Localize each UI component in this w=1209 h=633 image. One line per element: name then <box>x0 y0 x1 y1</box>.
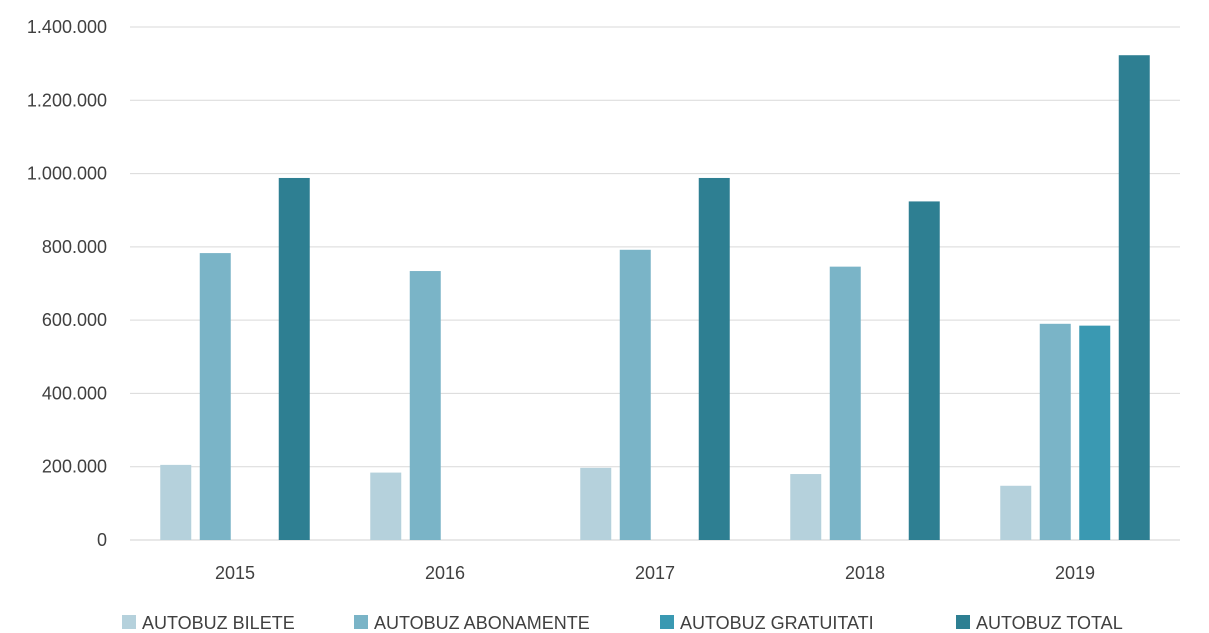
x-tick-label: 2018 <box>845 563 885 583</box>
legend-swatch <box>122 615 136 629</box>
bar-autobuz-total-2015 <box>278 177 310 540</box>
legend-swatch <box>660 615 674 629</box>
legend: AUTOBUZ BILETE AUTOBUZ ABONAMENTE AUTOBUZ … <box>122 613 1123 633</box>
y-tick-label: 400.000 <box>42 383 107 403</box>
bar-autobuz-total-2019 <box>1118 55 1150 541</box>
bar-autobuz-bilete-2015 <box>160 464 192 540</box>
bar-autobuz-total-2018 <box>908 201 940 541</box>
bar-autobuz-abonamente-2019 <box>1039 323 1071 540</box>
y-tick-label: 1.000.000 <box>27 164 107 184</box>
x-tick-label: 2019 <box>1055 563 1095 583</box>
y-tick-label: 0 <box>97 530 107 550</box>
y-tick-label: 600.000 <box>42 310 107 330</box>
bar-autobuz-abonamente-2018 <box>829 266 861 540</box>
legend-label: AUTOBUZ ABONAMENTE <box>374 613 590 633</box>
x-tick-label: 2016 <box>425 563 465 583</box>
bar-autobuz-abonamente-2016 <box>409 271 441 540</box>
bar-autobuz-bilete-2016 <box>370 472 402 540</box>
bar-autobuz-abonamente-2015 <box>199 253 231 540</box>
bars <box>160 55 1150 541</box>
x-tick-label: 2015 <box>215 563 255 583</box>
legend-label: AUTOBUZ TOTAL <box>976 613 1123 633</box>
bar-autobuz-bilete-2019 <box>1000 485 1032 540</box>
bar-autobuz-bilete-2018 <box>790 474 822 540</box>
legend-swatch <box>354 615 368 629</box>
legend-label: AUTOBUZ GRATUITATI <box>680 613 874 633</box>
y-tick-label: 800.000 <box>42 237 107 257</box>
bar-autobuz-total-2017 <box>698 177 730 540</box>
bar-autobuz-gratuitati-2019 <box>1079 325 1111 540</box>
bar-autobuz-abonamente-2017 <box>619 249 651 540</box>
y-tick-label: 200.000 <box>42 457 107 477</box>
y-axis-tick-labels: 0 200.000 400.000 600.000 800.000 1.000.000 1.… <box>27 17 107 550</box>
legend-label: AUTOBUZ BILETE <box>142 613 295 633</box>
bar-autobuz-bilete-2017 <box>580 467 612 540</box>
y-tick-label: 1.400.000 <box>27 17 107 37</box>
legend-swatch <box>956 615 970 629</box>
x-tick-label: 2017 <box>635 563 675 583</box>
y-tick-label: 1.200.000 <box>27 90 107 110</box>
x-axis-tick-labels: 2015 2016 2017 2018 2019 <box>215 563 1095 583</box>
